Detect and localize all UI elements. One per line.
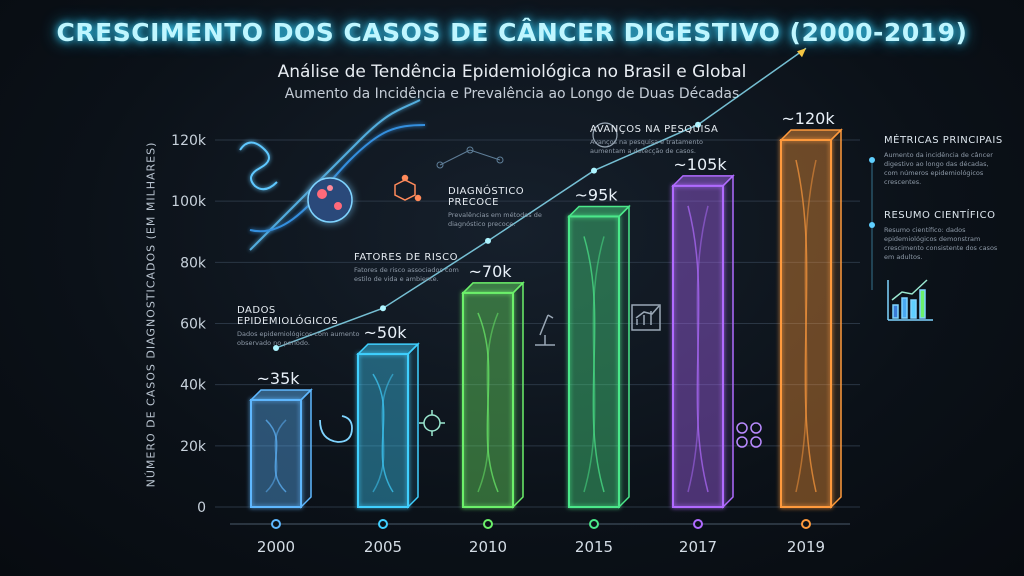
bacteria-icon <box>419 410 445 436</box>
y-tick-label: 80k <box>180 255 207 271</box>
bar-chart-small-icon <box>631 304 661 331</box>
trend-point <box>695 121 701 128</box>
x-tick-marker <box>483 519 493 529</box>
trend-point <box>273 344 279 351</box>
x-tick-marker <box>801 519 811 529</box>
research-icon <box>592 122 618 148</box>
bar-helix <box>583 236 605 493</box>
molecule-icon <box>394 174 422 202</box>
bar-side <box>830 128 842 509</box>
annotation-diagnostico: DIAGNÓSTICO PRECOCE Prevalências em méto… <box>448 186 568 229</box>
data-label: ~95k <box>574 185 618 204</box>
annotation-dados: DADOS EPIDEMIOLÓGICOS Dados epidemiológi… <box>237 305 377 348</box>
virus-cell-icon <box>307 177 353 223</box>
x-tick-marker <box>378 519 388 529</box>
stomach-icon <box>319 415 353 443</box>
data-label: ~105k <box>673 155 727 174</box>
bar-helix <box>265 419 287 493</box>
bar-2005 <box>356 342 420 509</box>
bar-2019 <box>779 128 843 509</box>
x-tick-label: 2015 <box>575 538 613 556</box>
side-panel-heading: RESUMO CIENTÍFICO <box>884 210 996 221</box>
bar-side <box>618 204 630 509</box>
annotation-avancos: AVANÇOS NA PESQUISA Avanços na pesquisa … <box>590 124 720 156</box>
annotation-body: Fatores de risco associados com estilo d… <box>354 266 459 283</box>
trend-arrowhead <box>797 48 806 58</box>
data-label: ~50k <box>363 323 407 342</box>
data-label: ~120k <box>781 109 835 128</box>
microscope-icon <box>535 314 555 346</box>
grid-lines <box>215 139 860 508</box>
y-axis: 0 20k 40k 60k 80k 100k 120k <box>171 133 207 516</box>
x-tick-label: 2010 <box>469 538 507 556</box>
molecule-network-icon <box>436 146 504 169</box>
bar-helix <box>372 373 394 493</box>
trend-point <box>380 305 386 312</box>
bar-2017 <box>671 174 735 509</box>
x-tick-marker <box>589 519 599 529</box>
data-label: ~35k <box>256 369 300 388</box>
x-tick-label: 2000 <box>257 538 295 556</box>
bar-helix <box>687 205 709 493</box>
data-label: ~70k <box>468 262 512 281</box>
side-connector-dot <box>869 222 875 228</box>
y-tick-label: 60k <box>180 317 207 333</box>
bar-side <box>407 342 419 509</box>
bar-2000 <box>249 388 313 509</box>
metrics-chart-icon <box>887 279 933 321</box>
annotation-body: Dados epidemiológicos com aumento observ… <box>237 330 360 347</box>
chart-subtitle-secondary: Aumento da Incidência e Prevalência ao L… <box>284 86 740 102</box>
x-tick-label: 2019 <box>787 538 825 556</box>
y-tick-label: 120k <box>171 133 207 149</box>
intestine-icon <box>239 141 278 191</box>
bar-side <box>512 281 524 509</box>
x-tick-marker <box>271 519 281 529</box>
y-tick-label: 0 <box>197 500 206 516</box>
bar-2015 <box>567 204 631 509</box>
side-panel-body: Aumento da incidência de câncer digestiv… <box>884 151 993 186</box>
bar-2010 <box>461 281 525 509</box>
annotation-heading: AVANÇOS NA PESQUISA <box>590 124 719 135</box>
bar-front <box>250 398 302 509</box>
bar-side <box>300 388 312 509</box>
annotation-heading: DADOS EPIDEMIOLÓGICOS <box>237 305 339 327</box>
dna-helix-icon <box>249 99 426 251</box>
y-tick-label: 100k <box>171 194 207 210</box>
bar-helix <box>477 312 499 493</box>
x-tick-label: 2017 <box>679 538 717 556</box>
y-axis-label: NÚMERO DE CASOS DIAGNOSTICADOS (EM MILHA… <box>144 141 158 488</box>
trend-point <box>591 167 597 174</box>
side-panel-metricas: MÉTRICAS PRINCIPAIS Aumento da incidênci… <box>884 135 1004 187</box>
trend-line-group <box>273 47 875 351</box>
side-panel-heading: MÉTRICAS PRINCIPAIS <box>884 135 1003 146</box>
chart-title: CRESCIMENTO DOS CASOS DE CÂNCER DIGESTIV… <box>56 18 968 47</box>
side-panel-resumo: RESUMO CIENTÍFICO Resumo científico: dad… <box>884 210 1004 262</box>
decorations <box>239 99 933 448</box>
side-connector-dot <box>869 157 875 163</box>
annotation-body: Avanços na pesquisa e tratamento aumenta… <box>590 138 703 155</box>
annotation-heading: DIAGNÓSTICO PRECOCE <box>448 186 525 208</box>
trend-line <box>275 47 807 349</box>
bar-helix <box>795 159 817 493</box>
annotation-fatores: FATORES DE RISCO Fatores de risco associ… <box>354 252 464 284</box>
y-tick-label: 40k <box>180 378 207 394</box>
annotation-heading: FATORES DE RISCO <box>354 252 458 263</box>
x-tick-marker <box>693 519 703 529</box>
x-tick-label: 2005 <box>364 538 402 556</box>
chart-subtitle: Análise de Tendência Epidemiológica no B… <box>277 62 747 82</box>
bar-side <box>722 174 734 509</box>
side-panel-body: Resumo científico: dados epidemiológicos… <box>884 226 998 261</box>
x-axis: 2000 2005 2010 2015 2017 2019 <box>230 519 850 556</box>
trend-point <box>485 237 491 244</box>
annotation-body: Prevalências em métodos de diagnóstico p… <box>448 211 542 228</box>
cell-cluster-icon <box>736 422 762 448</box>
bars-group: ~35k ~50k ~70k ~95k ~105k ~120k <box>249 109 843 509</box>
y-tick-label: 20k <box>180 439 207 455</box>
